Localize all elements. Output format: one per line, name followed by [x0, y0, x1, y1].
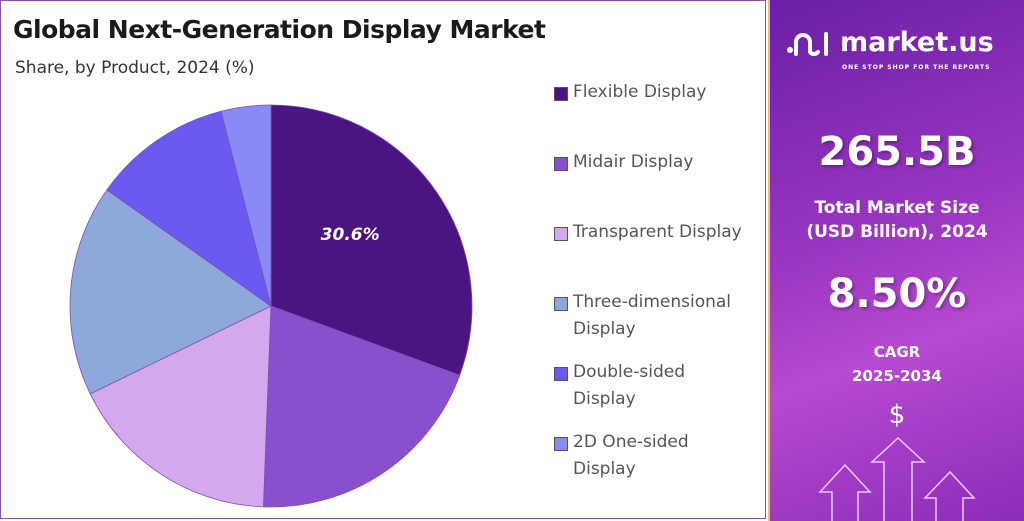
legend-swatch: [554, 87, 568, 101]
legend-label: Midair Display: [573, 152, 694, 172]
legend-swatch: [554, 367, 568, 381]
legend-swatch: [554, 437, 568, 451]
pie-slice-midair-display: [263, 305, 461, 508]
legend-item: Three-dimensional Display: [554, 289, 731, 343]
legend-swatch: [554, 157, 568, 171]
summary-panel: market.us ONE STOP SHOP FOR THE REPORTS …: [768, 0, 1024, 521]
data-label: 30.6%: [321, 225, 380, 245]
legend-swatch: [554, 227, 568, 241]
brand-logo: market.us: [786, 26, 994, 60]
legend-item: Midair Display: [554, 149, 693, 176]
legend-label: Three-dimensional Display: [573, 292, 732, 339]
cagr-label: CAGR: [873, 343, 921, 361]
pie-slice-transparent-display: [89, 305, 272, 508]
legend-swatch: [554, 297, 568, 311]
logo-icon: [787, 32, 828, 56]
chart-title: Global Next-Generation Display Market: [13, 15, 546, 44]
market-size-label-2: (USD Billion), 2024: [806, 222, 988, 242]
chart-panel: Global Next-Generation Display Market Sh…: [0, 0, 766, 519]
legend-label: 2D One-sided Display: [573, 432, 689, 479]
market-size-label-1: Total Market Size: [814, 198, 980, 218]
growth-arrows-icon: [818, 436, 976, 521]
legend-item: Transparent Display: [554, 219, 742, 246]
market-size-value: 265.5B: [818, 129, 976, 175]
legend-label: Flexible Display: [573, 82, 707, 102]
pie-slice-flexible-display: [270, 104, 473, 376]
legend-item: Double-sided Display: [554, 359, 685, 413]
legend-label: Double-sided Display: [573, 362, 685, 409]
legend-item: 2D One-sided Display: [554, 429, 689, 483]
chart-subtitle: Share, by Product, 2024 (%): [15, 58, 255, 78]
pie-slice-double-sided-display: [106, 110, 272, 307]
legend-item: Flexible Display: [554, 79, 707, 106]
pie-slice-three-dimensional-display: [69, 189, 272, 395]
brand-name: market.us: [840, 27, 994, 58]
brand-tagline: ONE STOP SHOP FOR THE REPORTS: [842, 64, 991, 71]
cagr-period: 2025-2034: [852, 367, 942, 385]
cagr-value: 8.50%: [827, 271, 967, 317]
pie-chart: 30.6%: [69, 104, 473, 508]
legend-label: Transparent Display: [573, 222, 742, 242]
pie-slice-2d-one-sided-display: [220, 104, 272, 307]
dollar-icon: $: [888, 400, 906, 430]
